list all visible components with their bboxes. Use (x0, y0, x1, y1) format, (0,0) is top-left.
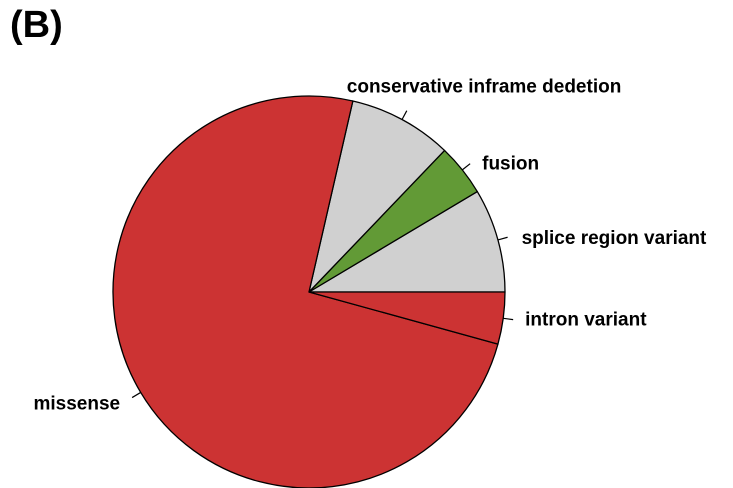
slice-label: intron variant (525, 310, 647, 331)
label-leaders (131, 110, 514, 399)
slice-label: conservative inframe dedetion (347, 77, 622, 98)
slice-label: splice region variant (522, 228, 707, 249)
pie-slice-missense (112, 95, 499, 488)
slice-label: missense (33, 394, 120, 415)
pie-slices (112, 95, 506, 488)
leader-line (401, 110, 408, 120)
slice-label: fusion (482, 154, 539, 175)
leader-line (503, 317, 514, 321)
slice-labels: splice region variant fusion conservative … (33, 77, 707, 415)
leader-line (497, 236, 508, 241)
leader-line (461, 163, 471, 171)
pie-slice-intron-variant (308, 291, 506, 345)
panel-label: (B) (10, 4, 63, 46)
leader-line (131, 391, 142, 399)
